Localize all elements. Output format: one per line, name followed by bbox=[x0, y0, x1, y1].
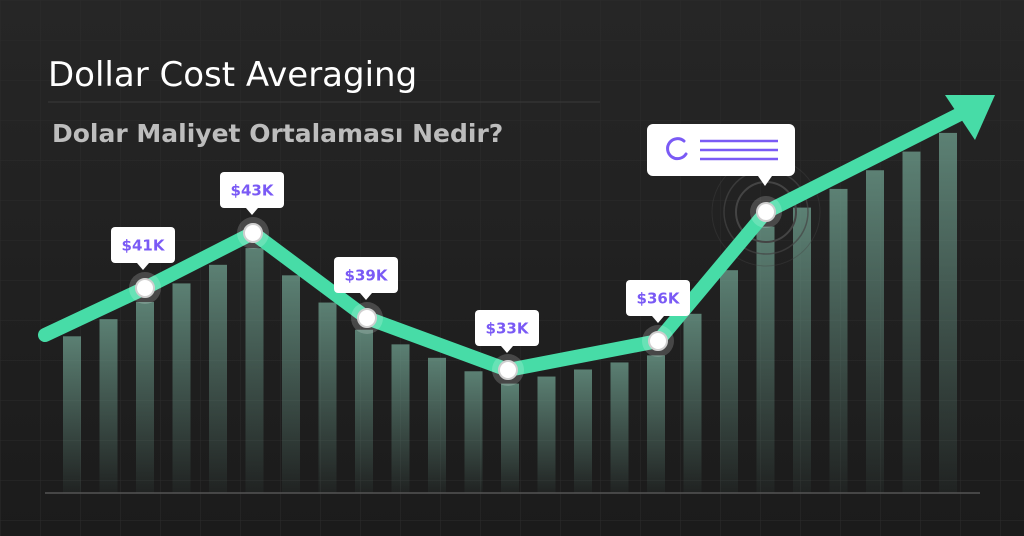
label-box bbox=[626, 280, 690, 316]
subtitle: Dolar Maliyet Ortalaması Nedir? bbox=[52, 119, 503, 148]
point bbox=[357, 308, 377, 328]
label-text: $41K bbox=[122, 237, 166, 255]
bar bbox=[574, 369, 592, 493]
trend-line bbox=[38, 103, 975, 377]
bar bbox=[99, 319, 118, 493]
message-bubble bbox=[647, 124, 795, 186]
bar bbox=[355, 329, 373, 493]
bar bbox=[647, 355, 665, 493]
label-pointer bbox=[501, 346, 513, 353]
value-label: $41K bbox=[111, 227, 175, 270]
bar bbox=[209, 264, 227, 493]
value-label: $39K bbox=[334, 257, 398, 300]
point bbox=[498, 360, 518, 380]
point bbox=[648, 331, 668, 351]
point bbox=[756, 202, 776, 222]
bar bbox=[829, 188, 848, 494]
label-pointer bbox=[246, 208, 258, 215]
bar bbox=[939, 132, 957, 494]
bar bbox=[428, 357, 446, 493]
bar bbox=[63, 336, 81, 493]
bar bbox=[245, 248, 264, 493]
arrow-head bbox=[945, 95, 995, 140]
bar bbox=[172, 283, 191, 493]
bar bbox=[391, 344, 410, 493]
bar bbox=[537, 376, 556, 493]
bar bbox=[720, 270, 738, 493]
label-text: $33K bbox=[486, 320, 530, 338]
title: Dollar Cost Averaging bbox=[48, 55, 417, 95]
label-pointer bbox=[137, 263, 149, 270]
bar bbox=[318, 302, 337, 493]
bar bbox=[866, 170, 884, 493]
label-text: $39K bbox=[345, 267, 389, 285]
bar bbox=[902, 151, 921, 493]
label-text: $43K bbox=[231, 182, 275, 200]
point bbox=[135, 278, 155, 298]
bar bbox=[464, 371, 483, 493]
bar bbox=[756, 226, 775, 493]
label-box bbox=[475, 310, 539, 346]
bar bbox=[793, 207, 811, 493]
label-box bbox=[334, 257, 398, 293]
label-text: $36K bbox=[637, 290, 681, 308]
bar bbox=[610, 362, 629, 493]
bars bbox=[63, 132, 957, 494]
bar bbox=[683, 313, 702, 493]
label-box bbox=[220, 172, 284, 208]
labels: $41K $43K $39K $33K $36K bbox=[111, 172, 690, 353]
bar bbox=[501, 383, 519, 493]
label-box bbox=[111, 227, 175, 263]
label-pointer bbox=[360, 293, 372, 300]
points bbox=[129, 196, 782, 386]
bar bbox=[282, 275, 300, 493]
point bbox=[243, 223, 263, 243]
value-label: $33K bbox=[475, 310, 539, 353]
value-label: $43K bbox=[220, 172, 284, 215]
value-label: $36K bbox=[626, 280, 690, 323]
label-pointer bbox=[652, 316, 664, 323]
bar bbox=[136, 302, 154, 493]
